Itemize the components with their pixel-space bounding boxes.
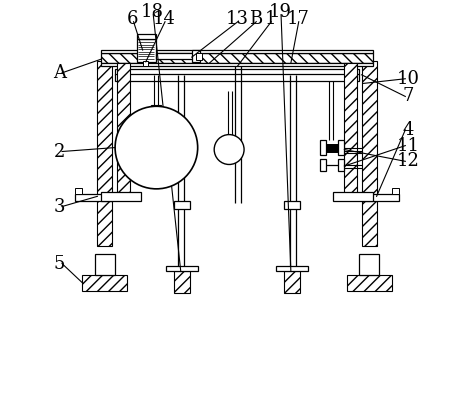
Text: A: A (53, 64, 66, 82)
Text: 2: 2 (54, 143, 65, 160)
Bar (174, 202, 190, 209)
Bar (95, 254, 115, 275)
Bar (362, 61, 377, 246)
Text: 19: 19 (269, 3, 292, 21)
Bar (319, 158, 326, 171)
Bar (337, 158, 344, 171)
Bar (115, 74, 359, 81)
Text: 12: 12 (397, 152, 419, 170)
Bar (196, 53, 201, 60)
Text: 13: 13 (226, 10, 248, 28)
Bar (174, 271, 190, 293)
Text: 1: 1 (264, 10, 276, 28)
Bar (137, 39, 155, 62)
Circle shape (115, 106, 198, 189)
Bar (362, 194, 399, 201)
Bar (173, 141, 178, 154)
Bar (148, 143, 164, 153)
Bar (101, 192, 141, 201)
Text: 17: 17 (286, 10, 310, 28)
Bar (115, 69, 359, 75)
Bar (192, 50, 200, 62)
Text: B: B (249, 10, 263, 28)
Text: 10: 10 (397, 70, 419, 88)
Bar (333, 192, 373, 201)
Bar (117, 63, 130, 193)
Bar (166, 266, 198, 271)
Bar (276, 266, 308, 271)
Bar (82, 275, 127, 291)
Text: 11: 11 (397, 137, 419, 154)
Bar (151, 105, 162, 109)
Bar (337, 141, 344, 156)
Text: 3: 3 (54, 198, 65, 215)
Bar (284, 202, 300, 209)
Bar (344, 63, 357, 193)
Text: 6: 6 (127, 10, 138, 28)
Bar (392, 188, 399, 194)
Bar (326, 144, 337, 152)
Text: 18: 18 (141, 3, 164, 21)
Text: 7: 7 (402, 88, 414, 105)
Bar (319, 141, 326, 156)
Bar (101, 63, 373, 66)
Text: 14: 14 (153, 10, 176, 28)
Bar (101, 50, 373, 53)
Bar (359, 254, 379, 275)
Text: 4: 4 (402, 121, 414, 139)
Bar (347, 275, 392, 291)
Bar (137, 141, 142, 154)
Bar (101, 53, 373, 63)
Bar (284, 271, 300, 293)
Text: 5: 5 (54, 255, 65, 272)
Circle shape (214, 135, 244, 164)
Bar (155, 53, 199, 59)
Bar (75, 194, 112, 201)
Bar (137, 34, 155, 39)
Bar (144, 61, 148, 66)
Bar (75, 188, 82, 194)
Bar (97, 61, 112, 246)
